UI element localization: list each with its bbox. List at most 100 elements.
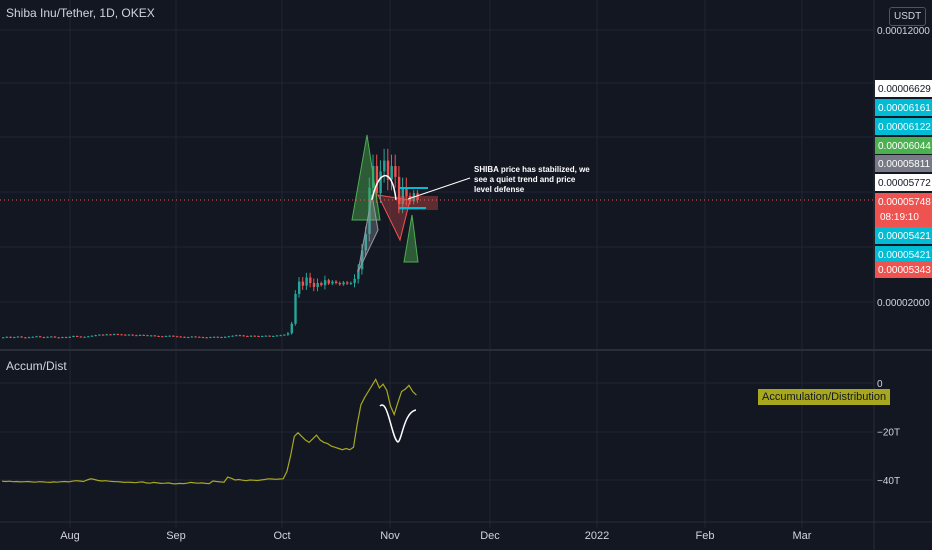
candle-body: [397, 176, 401, 205]
candle-body: [87, 336, 90, 338]
ad-line: [1, 378, 417, 485]
annotation-arrow: [407, 177, 471, 200]
candle-body: [257, 336, 260, 337]
candle-body: [27, 337, 31, 339]
drawing-patterns: [351, 134, 471, 273]
candle-body: [194, 336, 197, 338]
candle-body: [249, 335, 253, 337]
candle-body: [227, 336, 231, 338]
candle-body: [349, 282, 353, 284]
price-label-bg: [875, 174, 932, 191]
price-label-text: 0.00005772: [878, 178, 931, 189]
symbol-title[interactable]: Shiba Inu/Tether, 1D, OKEX: [6, 6, 155, 20]
candle-body: [135, 335, 138, 337]
candle-body: [224, 336, 227, 338]
candle-body: [298, 281, 301, 294]
candle-body: [150, 335, 153, 337]
price-label-text: 0.00006161: [878, 103, 931, 114]
currency-button[interactable]: USDT: [889, 7, 927, 26]
candle-body: [246, 336, 249, 337]
candle-body: [390, 166, 393, 180]
x-tick-label: Dec: [480, 530, 500, 542]
candle-body: [94, 335, 97, 337]
x-tick-label: Mar: [793, 530, 812, 542]
grid-lines: [0, 0, 873, 528]
candle-body: [16, 336, 20, 338]
price-labels: 0.00006629 0.00006161 0.00006122 0.00006044…: [0, 80, 932, 278]
candle-body: [220, 337, 223, 339]
candle-body: [138, 334, 142, 336]
candle-body: [279, 335, 282, 337]
candle-body: [268, 335, 271, 337]
candle-body: [24, 337, 27, 339]
candle-body: [294, 293, 297, 324]
candle-body: [35, 336, 38, 338]
candle-body: [116, 334, 120, 336]
price-label-text: 0.00006629: [878, 84, 931, 95]
pattern-shape: [357, 194, 379, 273]
candle-body: [209, 337, 212, 339]
candle-body: [275, 335, 279, 337]
candle-body: [198, 336, 201, 338]
ad-pattern-curve: [379, 404, 417, 443]
candle-body: [168, 335, 171, 337]
candle-body: [335, 281, 338, 283]
candle-body: [5, 336, 9, 338]
price-label-bg: [875, 261, 932, 278]
price-label-bg: [875, 193, 932, 227]
candle-body: [235, 335, 238, 337]
candle-body: [127, 334, 131, 336]
candle-body: [201, 337, 205, 339]
candle-body: [109, 334, 112, 336]
candle-body: [272, 336, 275, 337]
candle-body: [323, 280, 327, 286]
indicator-y-tick: −20T: [877, 428, 900, 439]
annotation-text[interactable]: SHIBA price has stabilized, we see a qui…: [474, 165, 590, 194]
candle-body: [205, 337, 208, 339]
candle-body: [161, 336, 164, 338]
y-tick-label: 0.00002000: [877, 298, 930, 309]
candle-body: [64, 337, 68, 339]
candle-body: [342, 282, 345, 285]
candle-body: [320, 282, 323, 286]
candle-body: [2, 337, 5, 339]
candle-body: [175, 336, 179, 338]
price-label-bg: [875, 227, 932, 244]
price-label-bg: [875, 155, 932, 172]
candle-body: [375, 166, 379, 194]
candle-body: [42, 337, 46, 339]
candle-body: [238, 335, 242, 337]
candle-body: [264, 335, 268, 337]
candle-body: [76, 336, 79, 337]
price-label-text: 0.00005343: [878, 265, 931, 276]
indicator-title[interactable]: Accum/Dist: [6, 359, 67, 373]
candle-body: [360, 250, 364, 270]
candle-body: [39, 336, 42, 338]
candle-body: [353, 278, 356, 283]
candle-body: [142, 334, 145, 336]
candle-body: [90, 335, 94, 337]
candle-body: [331, 281, 334, 284]
x-tick-label: Sep: [166, 530, 186, 542]
candle-body: [394, 166, 397, 177]
candle-body: [261, 336, 264, 337]
candle-body: [216, 336, 219, 338]
indicator-y-tick: 0: [877, 379, 883, 390]
candle-body: [79, 336, 83, 338]
candle-body: [172, 335, 175, 337]
candle-body: [316, 282, 319, 288]
candle-body: [98, 334, 101, 336]
candle-body: [61, 337, 64, 339]
x-tick-label: Oct: [273, 530, 290, 542]
candle-body: [146, 335, 149, 337]
candle-body: [301, 281, 305, 286]
x-tick-label: Feb: [696, 530, 715, 542]
candle-body: [231, 335, 234, 337]
x-tick-label: 2022: [585, 530, 609, 542]
pattern-curve: [371, 174, 397, 201]
price-label-text: 0.00005748: [878, 197, 931, 208]
candle-body: [290, 323, 293, 334]
candle-body: [346, 282, 349, 284]
